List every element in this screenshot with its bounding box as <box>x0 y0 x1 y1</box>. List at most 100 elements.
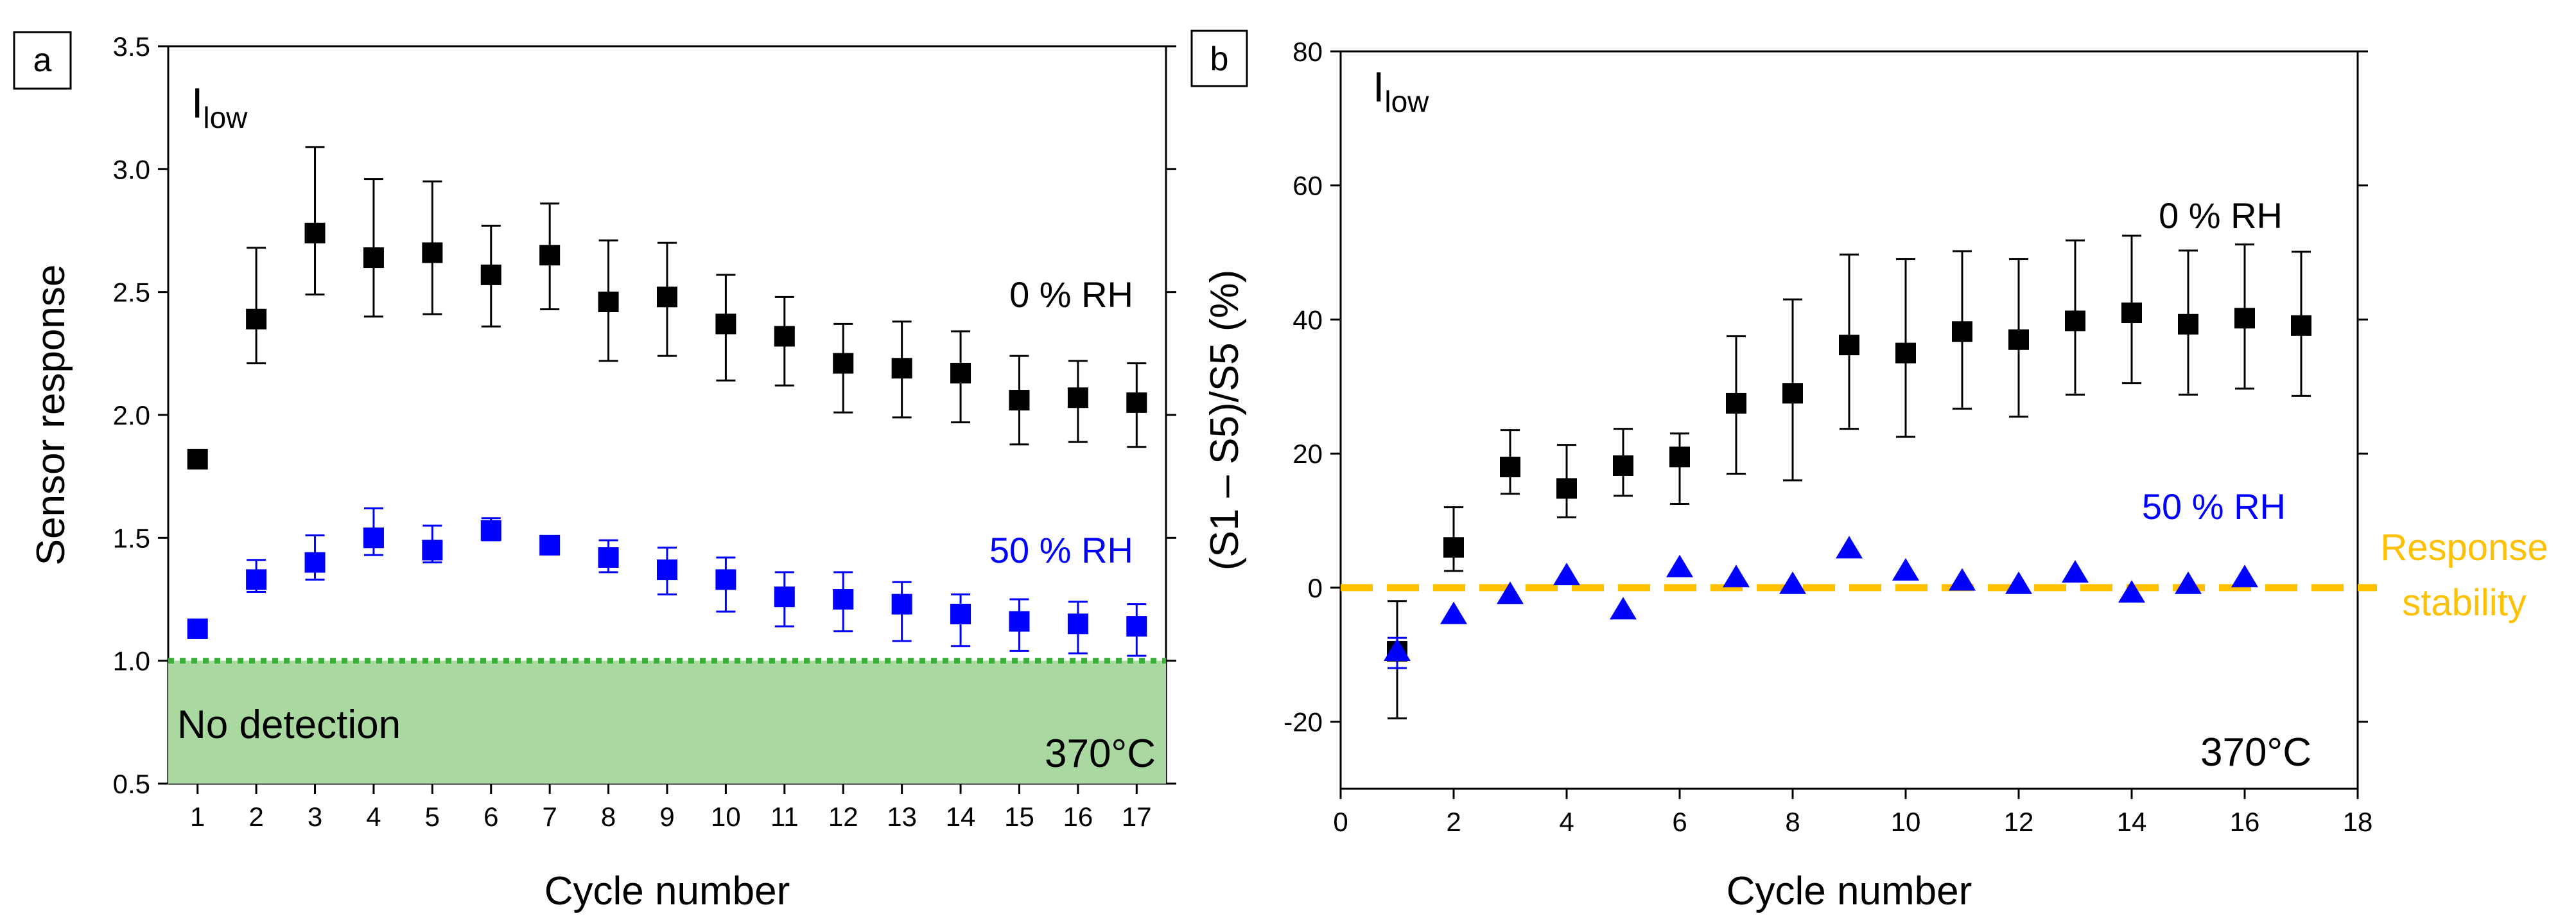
panel-b-point-0rh <box>1726 392 1746 414</box>
panel-b-point-0rh <box>1669 446 1690 468</box>
panel-b-label-box <box>1190 30 1248 87</box>
panel-b-x-tick-label: 2 <box>1446 807 1461 837</box>
panel-b-x-tick-label: 10 <box>1891 807 1921 837</box>
panel-a-y-axis-title: Sensor response <box>29 265 73 566</box>
panel-b-point-50rh <box>1779 571 1806 594</box>
panel-a-x-tick-label: 8 <box>601 802 616 832</box>
panel-b-point-50rh <box>1949 568 1976 591</box>
panel-a-point-50rh <box>187 618 208 639</box>
panel-b-x-tick-label: 14 <box>2117 807 2147 837</box>
panel-b-annotation-main: I <box>1373 63 1384 110</box>
panel-b-y-tick-label: 60 <box>1292 171 1323 201</box>
panel-a-point-0rh <box>657 286 677 308</box>
panel-b-point-50rh <box>1723 565 1750 588</box>
panel-a-point-0rh <box>1009 390 1030 411</box>
panel-a-point-0rh <box>422 242 443 263</box>
panel-b-point-0rh <box>2065 310 2085 331</box>
panel-b-point-50rh <box>2118 580 2145 603</box>
panel-b-point-0rh <box>1952 321 1972 342</box>
panel-b-point-0rh <box>2178 313 2198 335</box>
panel-b-y-tick-label: 80 <box>1292 37 1323 67</box>
panel-a-point-50rh <box>363 527 384 549</box>
panel-a-point-50rh <box>774 586 795 608</box>
panel-b-point-50rh <box>2005 571 2032 594</box>
panel-a-x-tick-label: 3 <box>308 802 322 832</box>
panel-b-x-tick-label: 4 <box>1559 807 1574 837</box>
panel-b-label-0rh: 0 % RH <box>2159 195 2283 236</box>
panel-b-label: b <box>1210 40 1229 78</box>
panel-b-annotation-sub: low <box>1384 85 1429 118</box>
panel-b-y-tick-label: 20 <box>1292 439 1323 469</box>
panel-b-annotation: Ilow <box>1373 63 1429 118</box>
panel-a-point-0rh <box>891 358 912 379</box>
panel-b-y-ticks: -20 0 20 40 60 80 <box>1284 37 2368 737</box>
panel-a-y-ticks: 0.5 1.0 1.5 2.0 2.5 3.0 3.5 <box>113 31 1176 799</box>
panel-b-point-0rh <box>1500 457 1520 478</box>
panel-a-point-50rh <box>304 552 326 573</box>
panel-a-point-0rh <box>539 245 561 266</box>
panel-a-point-50rh <box>657 559 677 581</box>
panel-a-temperature: 370°C <box>1045 732 1156 776</box>
no-detection-label: No detection <box>177 703 401 747</box>
panel-b-x-tick-label: 0 <box>1333 807 1348 837</box>
panel-b-y-axis-title: (S1 – S5)/S5 (%) <box>1203 270 1247 571</box>
panel-a-x-tick-label: 6 <box>483 802 498 832</box>
panel-a-x-tick-label: 7 <box>542 802 557 832</box>
panel-a-point-0rh <box>304 222 326 243</box>
panel-a-point-50rh <box>833 589 854 610</box>
panel-b-point-0rh <box>1782 383 1803 404</box>
panel-a-point-0rh <box>246 308 267 330</box>
panel-a-y-tick-label: 1.0 <box>113 646 150 676</box>
panel-a-x-tick-label: 14 <box>946 802 976 832</box>
panel-a-point-50rh <box>1009 611 1030 632</box>
panel-b-point-0rh <box>1443 537 1464 558</box>
panel-a-point-0rh <box>1126 392 1147 413</box>
panel-a-x-tick-label: 17 <box>1122 802 1152 832</box>
panel-a-x-tick-label: 15 <box>1004 802 1034 832</box>
panel-b-point-50rh <box>1610 597 1637 620</box>
panel-b-x-tick-label: 16 <box>2230 807 2260 837</box>
panel-a-point-50rh <box>715 569 736 590</box>
panel-b-x-tick-label: 12 <box>2004 807 2034 837</box>
panel-a-y-tick-label: 3.5 <box>113 31 150 62</box>
panel-a-label-0rh: 0 % RH <box>1009 274 1133 315</box>
response-stability-label-line1: Response <box>2380 527 2548 568</box>
panel-a-point-0rh <box>187 448 208 470</box>
panel-a-point-0rh <box>363 247 384 268</box>
panel-a-point-0rh <box>774 326 795 347</box>
panel-a-point-50rh <box>891 593 912 615</box>
panel-b-label-50rh: 50 % RH <box>2142 486 2286 527</box>
panel-b-x-ticks: 0 2 4 6 8 10 12 14 16 18 <box>1333 789 2372 837</box>
panel-a-point-50rh <box>598 547 619 568</box>
panel-a-point-50rh <box>1067 613 1088 635</box>
panel-a-point-0rh <box>480 264 501 285</box>
panel-a-label-50rh: 50 % RH <box>989 530 1133 570</box>
panel-a-point-0rh <box>715 313 736 335</box>
panel-b-point-0rh <box>1839 335 1859 356</box>
panel-b-x-axis-title: Cycle number <box>1727 869 1972 913</box>
panel-a-y-tick-label: 3.0 <box>113 154 150 184</box>
panel-b-data-marks <box>1384 234 2311 719</box>
panel-a-y-tick-label: 2.5 <box>113 277 150 308</box>
panel-a-x-tick-label: 10 <box>711 802 741 832</box>
panel-a-y-tick-label: 1.5 <box>113 523 150 553</box>
panel-a-x-tick-label: 11 <box>770 802 799 832</box>
panel-a-x-ticks: 1 2 3 4 5 6 7 8 9 10 11 12 13 14 15 16 17 <box>190 784 1152 832</box>
panel-b: 0 2 4 6 8 10 12 14 16 18 -20 0 20 40 60 80 b Ilow 0 % … <box>1190 30 2548 913</box>
response-stability-label-line2: stability <box>2402 582 2526 624</box>
no-detection-region <box>168 660 1166 784</box>
panel-a-annotation-sub: low <box>203 101 248 134</box>
panel-b-point-0rh <box>1613 455 1633 476</box>
panel-a-annotation-main: I <box>191 79 203 127</box>
panel-b-point-50rh <box>2231 565 2258 588</box>
panel-b-point-50rh <box>1892 558 1919 581</box>
panel-a-x-tick-label: 4 <box>366 802 381 832</box>
panel-b-point-50rh <box>1836 536 1863 559</box>
panel-a-point-0rh <box>950 362 971 383</box>
panel-b-point-50rh <box>1553 563 1580 586</box>
panel-b-point-50rh <box>1666 554 1693 577</box>
panel-a-x-tick-label: 9 <box>659 802 674 832</box>
panel-b-y-tick-label: 0 <box>1308 573 1323 603</box>
panel-b-point-0rh <box>1895 342 1916 364</box>
